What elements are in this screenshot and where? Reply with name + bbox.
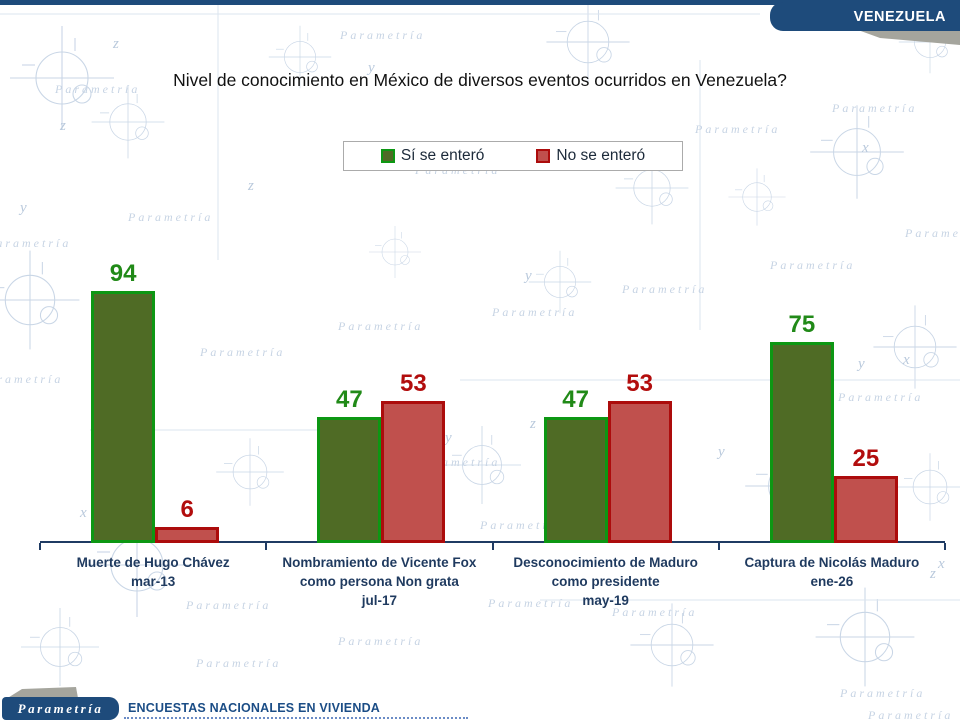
bar-no-group-3	[833, 476, 898, 543]
legend: Sí se enteró No se enteró	[343, 141, 683, 171]
legend-swatch-no-icon	[536, 149, 551, 163]
legend-swatch-si-icon	[380, 149, 395, 163]
bar-si-group-1	[317, 417, 382, 543]
category-label-0: Muerte de Hugo Chávez mar-13	[40, 553, 266, 591]
bar-si-group-2	[543, 417, 608, 543]
category-label-line: mar-13	[130, 574, 176, 589]
value-label-si-group-3: 75	[788, 311, 816, 338]
banner-fold	[858, 30, 960, 45]
x-axis-line	[40, 541, 945, 543]
category-label-1: Nombramiento de Vicente Fox como persona …	[266, 553, 492, 610]
legend-item-no: No se enteró	[536, 147, 645, 165]
value-label-no-group-3: 25	[852, 445, 880, 472]
footer-dotted-line	[124, 717, 468, 719]
category-label-line: Muerte de Hugo Chávez	[76, 555, 230, 570]
category-label-3: Captura de Nicolás Maduro ene-26	[719, 553, 945, 591]
value-label-no-group-2: 53	[626, 370, 653, 397]
parametria-logo-text: Parametría	[17, 700, 104, 716]
category-label-line: Nombramiento de Vicente Fox	[282, 555, 477, 570]
value-label-si-group-2: 47	[562, 386, 589, 413]
value-label-si-group-1: 47	[336, 386, 363, 413]
legend-item-si: Sí se enteró	[380, 147, 485, 165]
bar-si-group-0	[91, 291, 156, 543]
bar-no-group-1	[381, 401, 446, 543]
category-label-line: Captura de Nicolás Maduro	[744, 555, 920, 570]
x-axis-tick	[944, 543, 946, 550]
chart-title: Nivel de conocimiento en México de diver…	[173, 70, 787, 90]
x-axis-tick	[491, 543, 494, 550]
category-label-line: como presidente	[551, 574, 660, 589]
bar-no-group-0	[155, 527, 220, 543]
category-label-line: jul-17	[361, 593, 397, 608]
category-label-line: ene-26	[810, 574, 854, 589]
region-label: VENEZUELA	[853, 8, 946, 25]
x-axis-tick	[265, 543, 268, 550]
category-label-line: Desconocimiento de Maduro	[513, 555, 698, 570]
x-axis-tick	[717, 543, 720, 550]
footer-fold	[6, 687, 78, 699]
bar-no-group-2	[607, 401, 672, 543]
x-axis-tick	[39, 543, 41, 550]
legend-label-no: No se enteró	[556, 147, 646, 164]
value-label-no-group-1: 53	[400, 370, 427, 397]
top-strip	[0, 0, 960, 5]
region-banner: VENEZUELA	[770, 2, 960, 31]
category-label-2: Desconocimiento de Maduro como presidente…	[493, 553, 719, 610]
legend-label-si: Sí se enteró	[400, 147, 485, 164]
footer-caption: ENCUESTAS NACIONALES EN VIVIENDA	[128, 701, 381, 715]
value-label-si-group-0: 94	[109, 260, 137, 287]
parametria-logo: Parametría	[2, 697, 119, 720]
value-label-no-group-0: 6	[180, 496, 194, 523]
category-label-line: may-19	[582, 593, 629, 608]
category-label-line: como persona Non grata	[299, 574, 459, 589]
bar-si-group-3	[769, 342, 834, 543]
